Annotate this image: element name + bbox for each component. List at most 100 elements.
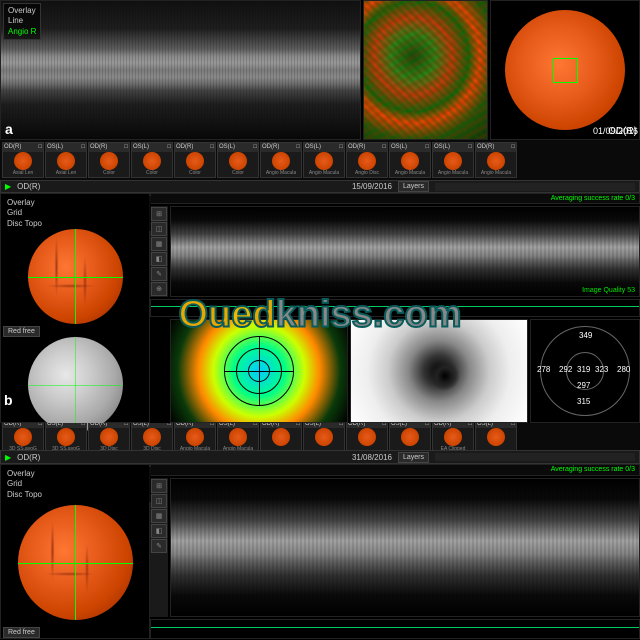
layers-button[interactable]: Layers — [398, 181, 429, 192]
section-label-b: b — [4, 392, 13, 408]
angio-view[interactable] — [363, 0, 488, 140]
tool-button[interactable]: ✎ — [151, 267, 167, 281]
overlay-item[interactable]: Disc Topo — [7, 219, 147, 229]
panel-b-views: Overlay Grid Disc Topo Red free Averagin… — [0, 193, 640, 423]
date-label-a: 01/09/2016 — [593, 126, 638, 138]
thumbnail[interactable]: OD(R)□Angio Macula — [260, 142, 302, 178]
averaging-status: Averaging success rate 0/3 — [551, 195, 635, 202]
thumbnail[interactable]: OS(L)□Axial Len — [45, 142, 87, 178]
overlay-item[interactable]: Line — [8, 16, 36, 26]
thumbnail[interactable]: OS(L)□Color — [131, 142, 173, 178]
red-free-button[interactable]: Red free — [3, 627, 40, 638]
panel-c: ▶ OD(R) 31/08/2016 Layers Overlay Grid D… — [0, 450, 640, 640]
ir-map[interactable] — [350, 319, 528, 423]
sector-value: 280 — [617, 365, 630, 374]
tool-button[interactable]: ✎ — [151, 539, 167, 553]
sector-value: 278 — [537, 365, 550, 374]
thumbnail[interactable]: OS(L)□Angio Macula — [389, 142, 431, 178]
fundus-image — [505, 10, 625, 130]
overlay-menu-b[interactable]: Overlay Grid Disc Topo — [3, 196, 151, 231]
tool-button[interactable]: ⊞ — [151, 479, 167, 493]
thumbnail[interactable]: OS(L)□3D Disc — [131, 423, 173, 450]
panel-c-views: Overlay Grid Disc Topo Red free Averagin… — [0, 464, 640, 639]
fundus-redfree-b[interactable] — [1, 337, 149, 432]
tool-button[interactable]: ⊕ — [151, 282, 167, 296]
thumbnail[interactable]: OD(R)□Angio Macula — [475, 142, 517, 178]
thickness-map[interactable] — [170, 319, 348, 423]
thumbnail[interactable]: OS(L)□ — [475, 423, 517, 450]
oct-bscan-b[interactable]: Image Quality 53 — [170, 206, 640, 297]
thumbnail[interactable]: OD(R)□Angio Disc — [346, 142, 388, 178]
status-bar: Averaging success rate 0/3 — [150, 193, 640, 204]
graph-strip — [150, 619, 640, 639]
overlay-item[interactable]: Angio R — [8, 27, 36, 37]
sector-map[interactable]: 349 278 292 319 323 280 297 315 — [530, 319, 640, 423]
roi-box[interactable] — [553, 58, 578, 83]
thumbnail[interactable]: OS(L)□Angio Macula — [217, 423, 259, 450]
sector-value: 297 — [577, 381, 590, 390]
thumbnail[interactable]: OS(L)□3D SS.avoG — [45, 423, 87, 450]
overlay-menu-a[interactable]: Overlay Line Angio R — [3, 3, 41, 40]
thumbnail[interactable]: OD(R)□Color — [88, 142, 130, 178]
tool-button[interactable]: ▦ — [151, 237, 167, 251]
panel-b: ▶ OD(R) 15/09/2016 Layers Overlay Grid D… — [0, 180, 640, 450]
thumbnail[interactable]: OD(R)□Axial Len — [2, 142, 44, 178]
overlay-item[interactable]: Overlay — [7, 198, 147, 208]
oct-bscan-c[interactable] — [170, 478, 640, 617]
panel-a-views: Overlay Line Angio R a OD(R) — [0, 0, 640, 140]
fundus-view-a[interactable]: OD(R) — [490, 0, 640, 140]
red-free-button[interactable]: Red free — [3, 326, 40, 337]
oct-bscan-a[interactable]: Overlay Line Angio R a — [0, 0, 361, 140]
header-bar-b: ▶ OD(R) 15/09/2016 Layers — [0, 180, 640, 193]
thumbnail[interactable]: OD(R)□Color — [174, 142, 216, 178]
tool-button[interactable]: ⊞ — [151, 207, 167, 221]
thumbnail[interactable]: OD(R)□EA Clipped — [432, 423, 474, 450]
tool-button[interactable]: ◫ — [151, 494, 167, 508]
sector-value: 323 — [595, 365, 608, 374]
panel-a: Overlay Line Angio R a OD(R) 01/09/2016 … — [0, 0, 640, 180]
date-label: 15/09/2016 — [352, 182, 392, 191]
right-column-b: Averaging success rate 0/3 ⊞ ◫ ▦ ◧ ✎ ⊕ I… — [150, 193, 640, 423]
layers-button[interactable]: Layers — [398, 452, 429, 463]
oct-row-c: ⊞ ◫ ▦ ◧ ✎ — [150, 478, 640, 617]
thumbnail[interactable]: OS(L)□ — [389, 423, 431, 450]
thumbnail[interactable]: OD(R)□Angio Macula — [174, 423, 216, 450]
tool-column: ⊞ ◫ ▦ ◧ ✎ ⊕ — [150, 206, 168, 297]
tool-button[interactable]: ◧ — [151, 524, 167, 538]
thumbnail[interactable]: OD(R)□ — [346, 423, 388, 450]
graph-strip — [150, 299, 640, 317]
date-label: 31/08/2016 — [352, 453, 392, 462]
thumbnail[interactable]: OS(L)□ — [303, 423, 345, 450]
thumbnail[interactable]: OD(R)□ — [260, 423, 302, 450]
thumbnail[interactable]: OS(L)□Angio Macula — [432, 142, 474, 178]
left-column-c: Overlay Grid Disc Topo Red free — [0, 464, 150, 639]
thumbnail-strip-a[interactable]: OD(R)□Axial LenOS(L)□Axial LenOD(R)□Colo… — [0, 140, 640, 180]
averaging-status: Averaging success rate 0/3 — [551, 466, 635, 473]
eye-label: OD(R) — [17, 182, 40, 191]
thumbnail[interactable]: OD(R)□3D Disc — [88, 423, 130, 450]
tool-button[interactable]: ◧ — [151, 252, 167, 266]
tool-button[interactable]: ▦ — [151, 509, 167, 523]
sector-value: 315 — [577, 397, 590, 406]
status-bar: Averaging success rate 0/3 — [150, 464, 640, 476]
quality-label: Image Quality 53 — [582, 287, 635, 294]
maps-row: 349 278 292 319 323 280 297 315 — [150, 319, 640, 423]
fundus-color-b[interactable] — [1, 229, 149, 324]
thumbnail[interactable]: OS(L)□Angio Macula — [303, 142, 345, 178]
thumbnail-strip-b[interactable]: OD(R)□3D SS.avoGOS(L)□3D SS.avoGOD(R)□3D… — [0, 423, 640, 450]
fundus-color-c[interactable] — [1, 500, 149, 625]
overlay-item[interactable]: Disc Topo — [7, 490, 147, 500]
overlay-item[interactable]: Overlay — [8, 6, 36, 16]
sector-value: 319 — [577, 365, 590, 374]
right-column-c: Averaging success rate 0/3 ⊞ ◫ ▦ ◧ ✎ — [150, 464, 640, 639]
thumbnail[interactable]: OS(L)□Color — [217, 142, 259, 178]
tool-button[interactable]: ◫ — [151, 222, 167, 236]
sector-value: 349 — [579, 331, 592, 340]
sector-value: 292 — [559, 365, 572, 374]
overlay-item[interactable]: Grid — [7, 208, 147, 218]
overlay-item[interactable]: Overlay — [7, 469, 147, 479]
overlay-menu-c[interactable]: Overlay Grid Disc Topo — [3, 467, 151, 502]
left-column-b: Overlay Grid Disc Topo Red free — [0, 193, 150, 423]
overlay-item[interactable]: Grid — [7, 479, 147, 489]
thumbnail[interactable]: OD(R)□3D SS.avoG — [2, 423, 44, 450]
